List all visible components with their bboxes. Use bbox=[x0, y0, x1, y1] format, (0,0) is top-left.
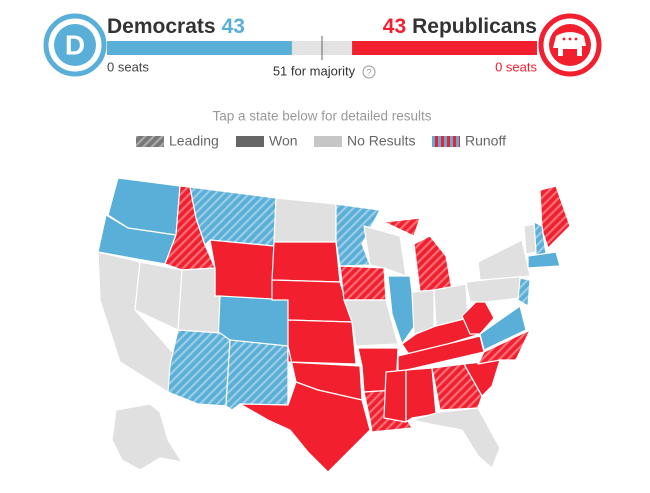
state[interactable] bbox=[339, 265, 387, 301]
state[interactable] bbox=[287, 319, 357, 365]
state[interactable] bbox=[111, 403, 183, 471]
democrat-seat-bar bbox=[107, 41, 292, 55]
democrats-status: 0 seats bbox=[107, 59, 149, 74]
instruction: Tap a state below for detailed results bbox=[212, 109, 431, 124]
legend-label: Runoff bbox=[465, 133, 506, 149]
header: D Democrats 43 43 Republicans 0 seats 0 se… bbox=[43, 13, 602, 79]
state[interactable] bbox=[431, 363, 483, 411]
elephant-icon bbox=[553, 32, 586, 56]
democrat-logo-letter: D bbox=[65, 29, 85, 60]
legend-label: Leading bbox=[169, 133, 219, 149]
republicans-title: 43 Republicans bbox=[383, 15, 537, 38]
state[interactable] bbox=[225, 339, 289, 411]
legend-swatch bbox=[314, 136, 342, 147]
republican-seat-bar bbox=[352, 41, 537, 55]
state[interactable] bbox=[239, 381, 371, 473]
state[interactable] bbox=[477, 239, 531, 281]
state[interactable] bbox=[413, 235, 453, 293]
state[interactable] bbox=[271, 241, 341, 283]
state[interactable] bbox=[479, 305, 527, 351]
democrats-title: Democrats 43 bbox=[107, 15, 245, 38]
state[interactable] bbox=[189, 186, 277, 247]
legend-label: No Results bbox=[347, 133, 415, 149]
state[interactable] bbox=[383, 369, 407, 423]
state[interactable] bbox=[465, 275, 521, 303]
majority-label: 51 for majority bbox=[273, 63, 356, 78]
state[interactable] bbox=[517, 277, 531, 307]
legend-swatch bbox=[236, 136, 264, 147]
state[interactable] bbox=[177, 267, 221, 334]
state[interactable] bbox=[363, 225, 407, 277]
state[interactable] bbox=[539, 185, 571, 249]
republicans-status: 0 seats bbox=[495, 59, 537, 74]
us-map bbox=[97, 177, 571, 473]
help-icon[interactable] bbox=[362, 65, 376, 79]
help-icon-mark: ? bbox=[366, 67, 371, 77]
state[interactable] bbox=[273, 197, 337, 243]
state[interactable] bbox=[527, 251, 561, 269]
legend-swatch bbox=[432, 136, 460, 147]
state[interactable] bbox=[411, 289, 435, 335]
state[interactable] bbox=[523, 223, 537, 255]
seat-count: 43 bbox=[222, 15, 245, 38]
state[interactable] bbox=[477, 329, 531, 365]
state[interactable] bbox=[343, 299, 399, 347]
state[interactable] bbox=[167, 329, 231, 407]
state[interactable] bbox=[383, 217, 421, 237]
legend-label: Won bbox=[269, 133, 298, 149]
seat-count: 43 bbox=[383, 15, 406, 38]
party-name: Republicans bbox=[412, 15, 537, 38]
democrat-logo-disc bbox=[54, 24, 96, 66]
state[interactable] bbox=[209, 239, 275, 301]
legend: Leading Won No Results Runoff bbox=[136, 133, 506, 149]
party-name: Democrats bbox=[107, 15, 216, 38]
legend-swatch bbox=[136, 136, 164, 147]
state[interactable] bbox=[387, 275, 417, 345]
state[interactable] bbox=[411, 407, 501, 469]
